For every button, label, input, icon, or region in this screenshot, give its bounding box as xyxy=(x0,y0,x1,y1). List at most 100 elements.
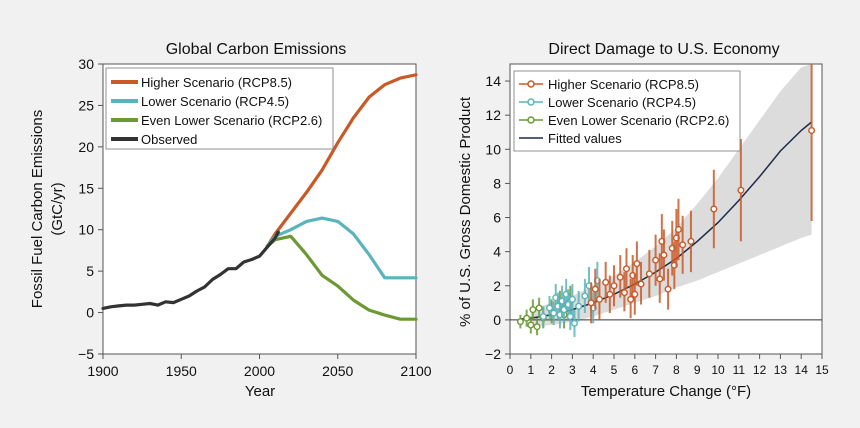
data-point xyxy=(679,241,687,249)
data-point xyxy=(633,260,641,268)
left-chart-title: Global Carbon Emissions xyxy=(166,41,347,58)
left-y-tick-label: −5 xyxy=(78,346,94,362)
right-x-tick-label: 0 xyxy=(507,363,514,377)
right-x-tick-label: 11 xyxy=(733,363,746,377)
left-series-line-0 xyxy=(265,73,418,248)
data-point xyxy=(533,323,541,331)
left-legend: Higher Scenario (RCP8.5) Lower Scenario … xyxy=(105,67,334,150)
right-y-ticks: −2 0 2 4 6 8 10 12 14 xyxy=(485,73,510,362)
legend-rcp85-marker xyxy=(527,80,535,88)
right-x-tick-label: 9 xyxy=(694,363,701,377)
data-point xyxy=(581,292,589,300)
right-x-tick-label: 15 xyxy=(815,363,829,377)
data-point xyxy=(637,280,645,288)
left-x-ticks: 1900 1950 2000 2050 2100 xyxy=(87,354,432,379)
right-x-tick-label: 1 xyxy=(527,363,534,377)
right-y-tick-label: 14 xyxy=(485,73,501,89)
left-x-tick-label: 2050 xyxy=(322,363,353,379)
data-point xyxy=(620,289,628,297)
data-point xyxy=(610,282,618,290)
data-point xyxy=(631,290,639,298)
left-x-tick-label: 2000 xyxy=(244,363,275,379)
left-x-tick-label: 1950 xyxy=(166,363,197,379)
chart-direct-damage: Direct Damage to U.S. Economy −202468101… xyxy=(457,41,829,400)
right-y-tick-label: 4 xyxy=(493,244,501,260)
data-point xyxy=(575,302,583,310)
data-point xyxy=(516,318,524,326)
data-point xyxy=(674,225,682,233)
left-x-tick-label: 1900 xyxy=(87,363,118,379)
data-point xyxy=(566,312,574,320)
left-legend-box xyxy=(105,67,334,150)
data-point xyxy=(550,309,558,317)
right-legend-label-rcp85: Higher Scenario (RCP8.5) xyxy=(548,77,699,92)
data-point xyxy=(737,186,745,194)
right-y-tick-label: −2 xyxy=(485,346,501,362)
legend-label-rcp26: Even Lower Scenario (RCP2.6) xyxy=(141,113,322,128)
data-point xyxy=(570,319,578,327)
data-point xyxy=(568,295,576,303)
right-y-tick-label: 12 xyxy=(485,107,501,123)
right-y-tick-label: 0 xyxy=(493,312,501,328)
left-y-tick-label: 30 xyxy=(78,56,94,72)
left-y-ticks: −5 0 5 10 15 20 25 30 xyxy=(78,56,103,362)
data-point xyxy=(535,304,543,312)
right-legend-label-rcp45: Lower Scenario (RCP4.5) xyxy=(548,95,696,110)
legend-rcp26-marker xyxy=(527,116,535,124)
data-point xyxy=(546,304,554,312)
data-point xyxy=(622,265,630,273)
right-y-tick-label: 6 xyxy=(493,210,501,226)
confidence-band-area xyxy=(530,64,812,327)
left-y-axis-label-line2: (GtC/yr) xyxy=(49,182,66,235)
right-y-tick-label: 2 xyxy=(493,278,501,294)
data-point xyxy=(602,278,610,286)
right-legend: Higher Scenario (RCP8.5) Lower Scenario … xyxy=(513,70,741,152)
data-point xyxy=(616,273,624,281)
right-x-tick-label: 8 xyxy=(673,363,680,377)
right-legend-label-rcp26: Even Lower Scenario (RCP2.6) xyxy=(548,113,729,128)
left-y-tick-label: 15 xyxy=(78,180,94,196)
data-point xyxy=(808,127,816,135)
left-y-tick-label: 10 xyxy=(78,222,94,238)
legend-label-rcp45: Lower Scenario (RCP4.5) xyxy=(141,94,289,109)
right-x-tick-label: 12 xyxy=(753,363,767,377)
data-point xyxy=(687,237,695,245)
data-point xyxy=(660,251,668,259)
right-x-tick-label: 7 xyxy=(652,363,659,377)
right-y-tick-label: 10 xyxy=(485,141,501,157)
scatter-points xyxy=(516,64,816,337)
right-x-axis-label: Temperature Change (°F) xyxy=(581,383,751,400)
left-series-line-3 xyxy=(101,230,280,310)
right-x-tick-label: 10 xyxy=(711,363,725,377)
data-point xyxy=(591,285,599,293)
data-point xyxy=(656,275,664,283)
data-point xyxy=(527,321,535,329)
left-x-axis-label: Year xyxy=(245,383,275,400)
right-x-tick-label: 4 xyxy=(590,363,597,377)
left-y-tick-label: 0 xyxy=(86,305,94,321)
confidence-band xyxy=(530,64,812,327)
left-series-lines xyxy=(101,73,418,321)
legend-rcp45-marker xyxy=(527,98,535,106)
left-y-tick-label: 5 xyxy=(86,263,94,279)
left-series-line-2 xyxy=(265,234,418,321)
right-x-tick-label: 14 xyxy=(795,363,809,377)
data-point xyxy=(627,295,635,303)
data-point xyxy=(595,295,603,303)
right-x-tick-label: 3 xyxy=(569,363,576,377)
data-point xyxy=(645,270,653,278)
right-legend-box xyxy=(513,70,741,152)
right-y-tick-label: 8 xyxy=(493,175,501,191)
right-x-ticks: 0 1 2 3 4 5 6 7 8 9 10 11 12 13 14 15 xyxy=(507,354,829,377)
left-y-tick-label: 25 xyxy=(78,97,94,113)
right-y-axis-label: % of U.S. Gross Domestic Product xyxy=(457,96,474,327)
data-point xyxy=(523,314,531,322)
left-series-line-1 xyxy=(265,216,418,280)
right-x-tick-label: 2 xyxy=(548,363,555,377)
data-point xyxy=(710,205,718,213)
left-x-tick-label: 2100 xyxy=(400,363,431,379)
chart-global-carbon-emissions: Global Carbon Emissions −5 0 5 10 15 20 25 30 1… xyxy=(29,41,432,400)
data-point xyxy=(652,256,660,264)
data-point xyxy=(539,312,547,320)
